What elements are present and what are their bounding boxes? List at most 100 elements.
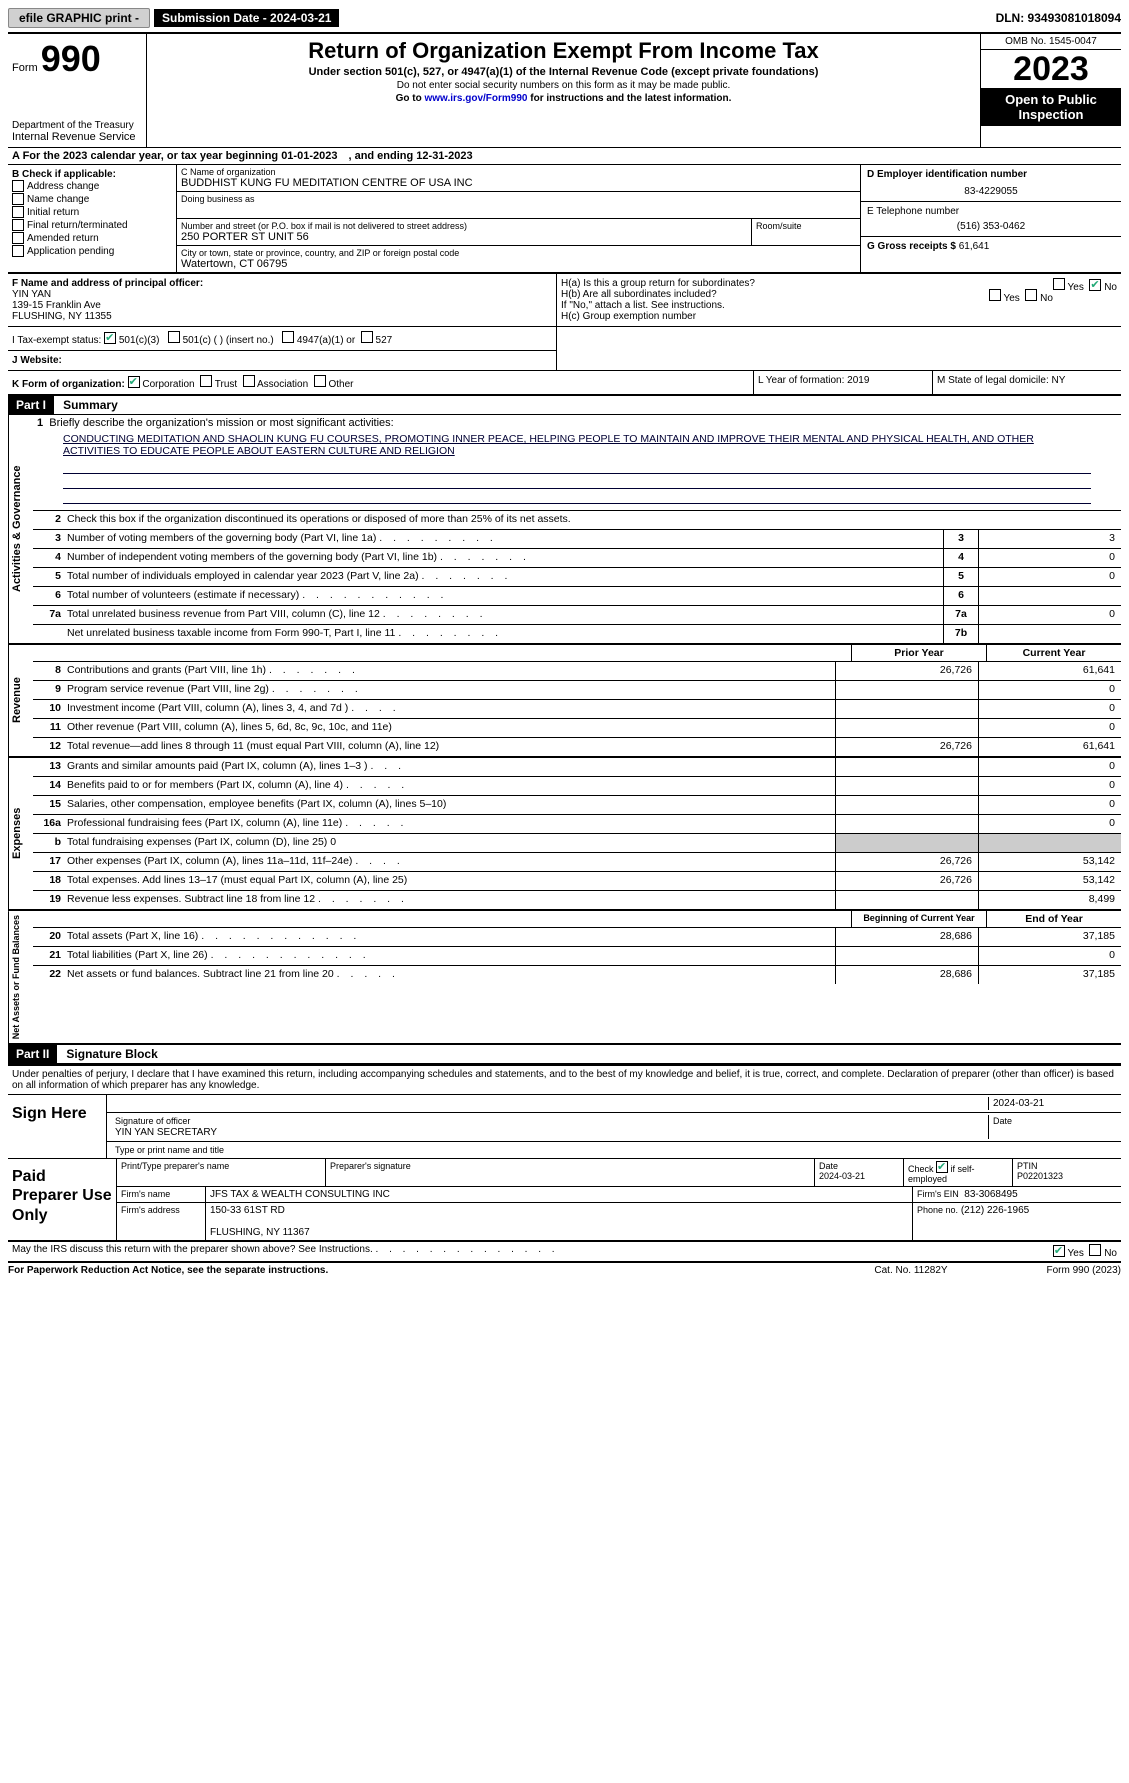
opt-4947: 4947(a)(1) or: [297, 335, 355, 346]
section-d-e-g: D Employer identification number 83-4229…: [860, 165, 1121, 272]
efile-print-button[interactable]: efile GRAPHIC print -: [8, 8, 150, 28]
goto-pre: Go to: [396, 93, 425, 104]
4947-checkbox[interactable]: [282, 331, 294, 343]
n21c: 0: [978, 947, 1121, 965]
city-label: City or town, state or province, country…: [181, 248, 856, 258]
r8: Contributions and grants (Part VIII, lin…: [67, 664, 266, 676]
opt-501c: 501(c) ( ) (insert no.): [183, 335, 274, 346]
q4-label: Number of independent voting members of …: [67, 551, 437, 563]
opt-corp: Corporation: [142, 379, 194, 390]
discuss-no-checkbox[interactable]: [1089, 1244, 1101, 1256]
firm-name-label: Firm's name: [117, 1187, 206, 1202]
yes-label: Yes: [1068, 1248, 1084, 1259]
checkbox-application-pending[interactable]: [12, 245, 24, 257]
hb-no-checkbox[interactable]: [1025, 289, 1037, 301]
corp-checkbox[interactable]: [128, 376, 140, 388]
yes-label: Yes: [1068, 282, 1084, 293]
e17p: 26,726: [835, 853, 978, 871]
prep-date: 2024-03-21: [819, 1171, 865, 1181]
perjury-declaration: Under penalties of perjury, I declare th…: [8, 1066, 1121, 1095]
hc-label: H(c) Group exemption number: [561, 311, 1117, 322]
section-f-label: F Name and address of principal officer:: [12, 278, 203, 289]
ha-no-checkbox[interactable]: [1089, 279, 1101, 291]
q1-label: Briefly describe the organization's miss…: [49, 417, 393, 429]
e15c: 0: [978, 796, 1121, 814]
open-to-public: Open to Public Inspection: [981, 88, 1121, 126]
firm-ein-label: Firm's EIN: [917, 1189, 959, 1199]
checkbox-final-return[interactable]: [12, 219, 24, 231]
e19: Revenue less expenses. Subtract line 18 …: [67, 893, 315, 905]
state-domicile: M State of legal domicile: NY: [933, 371, 1121, 394]
section-b: B Check if applicable: Address change Na…: [8, 165, 177, 272]
e18: Total expenses. Add lines 13–17 (must eq…: [67, 874, 407, 886]
q7b-label: Net unrelated business taxable income fr…: [67, 627, 395, 639]
v3: 3: [978, 530, 1121, 548]
e13: Grants and similar amounts paid (Part IX…: [67, 760, 368, 772]
form-label: Form: [12, 62, 38, 74]
firm-addr2: FLUSHING, NY 11367: [210, 1227, 310, 1238]
527-checkbox[interactable]: [361, 331, 373, 343]
gross-value: 61,641: [959, 241, 990, 252]
submission-date: Submission Date - 2024-03-21: [154, 9, 339, 27]
e16a: Professional fundraising fees (Part IX, …: [67, 817, 342, 829]
checkbox-amended-return[interactable]: [12, 232, 24, 244]
self-emp-checkbox[interactable]: [936, 1161, 948, 1173]
501c-checkbox[interactable]: [168, 331, 180, 343]
q5-label: Total number of individuals employed in …: [67, 570, 419, 582]
checkbox-name-change[interactable]: [12, 193, 24, 205]
ptin-value: P02201323: [1017, 1171, 1063, 1181]
opt-other: Other: [328, 379, 353, 390]
city-state-zip: Watertown, CT 06795: [181, 258, 856, 270]
part2-header: Part II: [8, 1045, 57, 1063]
cat-no: Cat. No. 11282Y: [841, 1265, 981, 1276]
omb-number: OMB No. 1545-0047: [981, 34, 1121, 50]
tax-period: A For the 2023 calendar year, or tax yea…: [8, 148, 1121, 165]
e17: Other expenses (Part IX, column (A), lin…: [67, 855, 352, 867]
r11p: [835, 719, 978, 737]
checkbox-initial-return[interactable]: [12, 206, 24, 218]
ptin-label: PTIN: [1017, 1161, 1038, 1171]
form-title: Return of Organization Exempt From Incom…: [153, 38, 974, 64]
tab-net-assets: Net Assets or Fund Balances: [8, 911, 33, 1043]
n20c: 37,185: [978, 928, 1121, 946]
form-header: Form 990 Department of the Treasury Inte…: [8, 32, 1121, 148]
501c3-checkbox[interactable]: [104, 332, 116, 344]
section-k-label: K Form of organization:: [12, 379, 125, 390]
r10c: 0: [978, 700, 1121, 718]
ha-yes-checkbox[interactable]: [1053, 278, 1065, 290]
checkbox-address-change[interactable]: [12, 180, 24, 192]
check-label: Check: [908, 1164, 934, 1174]
r12p: 26,726: [835, 738, 978, 756]
officer-name: YIN YAN: [12, 289, 51, 300]
r9c: 0: [978, 681, 1121, 699]
v6: [978, 587, 1121, 605]
ein-label: D Employer identification number: [867, 169, 1115, 180]
r9: Program service revenue (Part VIII, line…: [67, 683, 269, 695]
e17c: 53,142: [978, 853, 1121, 871]
discuss-yes-checkbox[interactable]: [1053, 1245, 1065, 1257]
q6-label: Total number of volunteers (estimate if …: [67, 589, 299, 601]
e13c: 0: [978, 758, 1121, 776]
part1-title: Summary: [57, 396, 124, 414]
opt-501c3: 501(c)(3): [119, 335, 160, 346]
sig-officer-label: Signature of officer: [115, 1116, 190, 1126]
tab-revenue: Revenue: [8, 645, 33, 756]
tab-expenses: Expenses: [8, 758, 33, 909]
trust-checkbox[interactable]: [200, 375, 212, 387]
assoc-checkbox[interactable]: [243, 375, 255, 387]
irs-label: Internal Revenue Service: [12, 131, 142, 143]
year-formation: L Year of formation: 2019: [754, 371, 933, 394]
tab-governance: Activities & Governance: [8, 415, 33, 643]
opt-trust: Trust: [215, 379, 237, 390]
other-checkbox[interactable]: [314, 375, 326, 387]
hb-yes-checkbox[interactable]: [989, 289, 1001, 301]
chk-lbl: Amended return: [27, 233, 99, 244]
opt-527: 527: [376, 335, 393, 346]
r10: Investment income (Part VIII, column (A)…: [67, 702, 348, 714]
irs-link[interactable]: www.irs.gov/Form990: [424, 93, 527, 104]
n22: Net assets or fund balances. Subtract li…: [67, 968, 334, 980]
chk-lbl: Initial return: [27, 207, 79, 218]
chk-lbl: Final return/terminated: [27, 220, 128, 231]
n20: Total assets (Part X, line 16): [67, 930, 198, 942]
r8c: 61,641: [978, 662, 1121, 680]
